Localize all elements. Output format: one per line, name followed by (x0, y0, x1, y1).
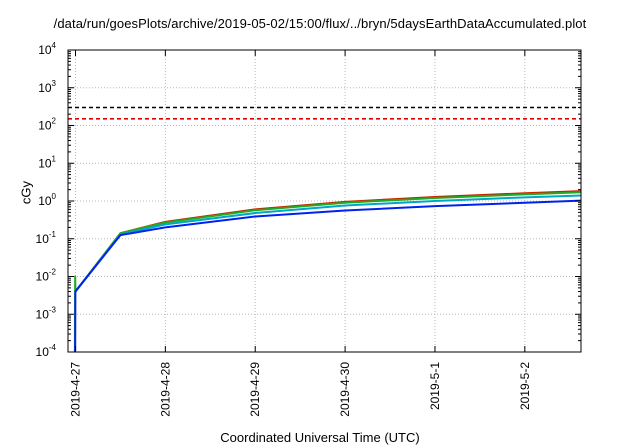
plot-frame (67, 49, 582, 353)
y-tick-label: 10-3 (36, 305, 57, 321)
y-tick-label: 100 (38, 192, 56, 208)
reference-lines (68, 106, 581, 120)
x-tick-label: 2019-4-30 (338, 362, 352, 417)
series-lines (73, 190, 582, 353)
y-tick-label: 10-1 (36, 230, 57, 246)
x-axis-label: Coordinated Universal Time (UTC) (220, 430, 420, 445)
y-tick-label: 10-2 (36, 268, 57, 284)
y-tick-label: 104 (38, 41, 56, 57)
y-ticks: 10-4 10-3 10-2 10-1 100 101 102 103 104 (36, 41, 581, 359)
y-tick-label: 102 (38, 117, 56, 133)
grid (68, 50, 581, 352)
x-tick-label: 2019-5-2 (518, 362, 532, 410)
x-ticks: 2019-4-27 2019-4-28 2019-4-29 2019-4-30 2019… (68, 50, 532, 417)
series-line-3 (74, 194, 582, 293)
x-tick-label: 2019-4-28 (158, 362, 172, 417)
y-tick-label: 10-4 (36, 343, 57, 359)
series-line-2 (73, 191, 582, 353)
x-tick-label: 2019-4-27 (68, 362, 82, 417)
y-tick-label: 101 (38, 154, 56, 170)
x-tick-label: 2019-5-1 (428, 362, 442, 410)
y-tick-label: 103 (38, 79, 56, 95)
x-tick-label: 2019-4-29 (248, 362, 262, 417)
chart-title: /data/run/goesPlots/archive/2019-05-02/1… (53, 16, 587, 31)
series-line-4 (74, 199, 582, 353)
